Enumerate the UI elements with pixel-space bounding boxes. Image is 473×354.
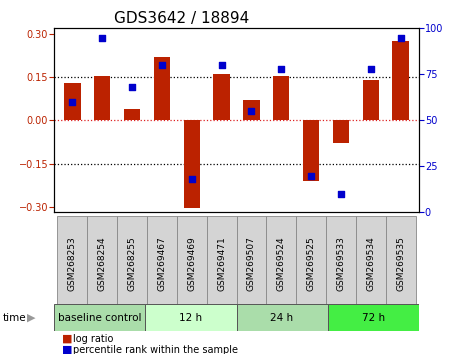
Point: [367, 66, 375, 72]
Bar: [147, 216, 177, 312]
Bar: [94, 76, 110, 120]
Point: [307, 173, 315, 178]
Bar: [64, 83, 80, 120]
Bar: [326, 216, 356, 312]
Text: log ratio: log ratio: [73, 334, 114, 344]
Text: GSM268254: GSM268254: [97, 236, 106, 291]
Bar: [207, 216, 236, 312]
Bar: [54, 304, 146, 331]
Bar: [243, 100, 260, 120]
Bar: [333, 120, 349, 143]
Bar: [117, 216, 147, 312]
Point: [158, 62, 166, 68]
Point: [278, 66, 285, 72]
Text: 24 h: 24 h: [271, 313, 294, 323]
Text: GSM268253: GSM268253: [68, 236, 77, 291]
Bar: [356, 216, 386, 312]
Bar: [296, 216, 326, 312]
Point: [188, 176, 195, 182]
Text: GDS3642 / 18894: GDS3642 / 18894: [114, 11, 249, 25]
Text: GSM269524: GSM269524: [277, 236, 286, 291]
Bar: [177, 216, 207, 312]
Bar: [124, 109, 140, 120]
Bar: [184, 120, 200, 208]
Bar: [266, 216, 296, 312]
Text: GSM269535: GSM269535: [396, 236, 405, 291]
Text: GSM269534: GSM269534: [367, 236, 376, 291]
Bar: [146, 304, 236, 331]
Bar: [57, 216, 87, 312]
Text: GSM269469: GSM269469: [187, 236, 196, 291]
Bar: [213, 74, 230, 120]
Point: [248, 108, 255, 114]
Bar: [154, 57, 170, 120]
Bar: [327, 304, 419, 331]
Bar: [273, 76, 289, 120]
Text: percentile rank within the sample: percentile rank within the sample: [73, 345, 238, 354]
Bar: [393, 41, 409, 120]
Bar: [236, 216, 266, 312]
Text: baseline control: baseline control: [58, 313, 142, 323]
Point: [397, 35, 404, 40]
Bar: [236, 304, 327, 331]
Text: 12 h: 12 h: [179, 313, 202, 323]
Bar: [303, 120, 319, 181]
Bar: [386, 216, 416, 312]
Text: 72 h: 72 h: [361, 313, 385, 323]
Text: GSM269525: GSM269525: [307, 236, 315, 291]
Text: GSM269507: GSM269507: [247, 236, 256, 291]
Text: time: time: [2, 313, 26, 323]
Text: GSM269533: GSM269533: [336, 236, 345, 291]
Text: GSM268255: GSM268255: [128, 236, 137, 291]
Bar: [87, 216, 117, 312]
Point: [337, 191, 345, 197]
Point: [128, 84, 136, 90]
Text: GSM269471: GSM269471: [217, 236, 226, 291]
Text: ▶: ▶: [27, 313, 36, 323]
Bar: [363, 80, 379, 120]
Point: [218, 62, 225, 68]
Text: ■: ■: [61, 334, 72, 344]
Point: [69, 99, 76, 105]
Text: GSM269467: GSM269467: [158, 236, 166, 291]
Text: ■: ■: [61, 345, 72, 354]
Point: [98, 35, 106, 40]
